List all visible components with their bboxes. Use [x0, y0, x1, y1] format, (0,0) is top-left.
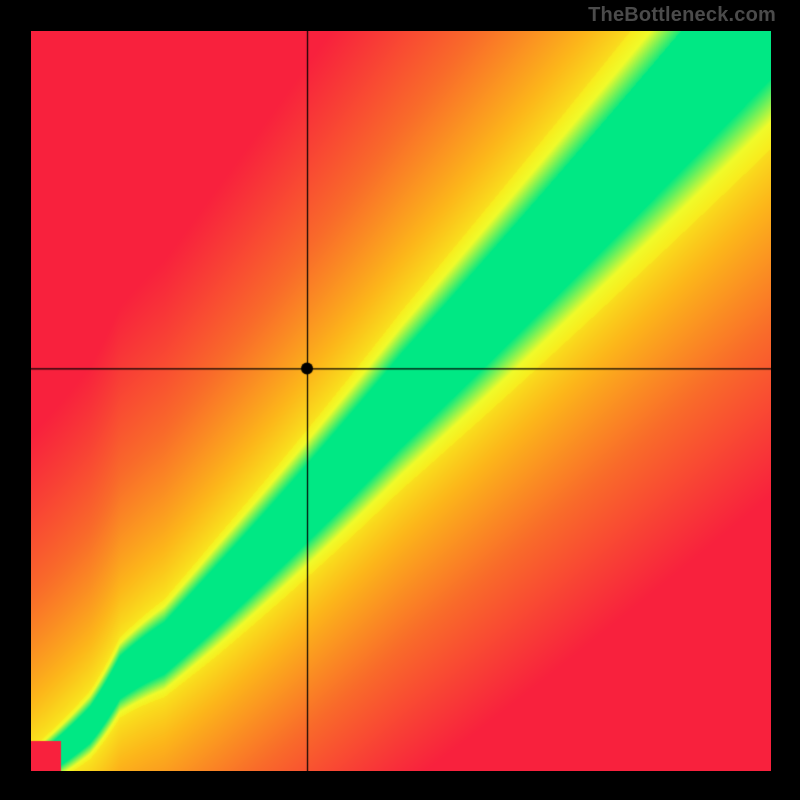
- heatmap-plot: [31, 31, 771, 771]
- heatmap-canvas: [31, 31, 771, 771]
- attribution-label: TheBottleneck.com: [588, 4, 776, 27]
- chart-container: TheBottleneck.com: [0, 0, 800, 800]
